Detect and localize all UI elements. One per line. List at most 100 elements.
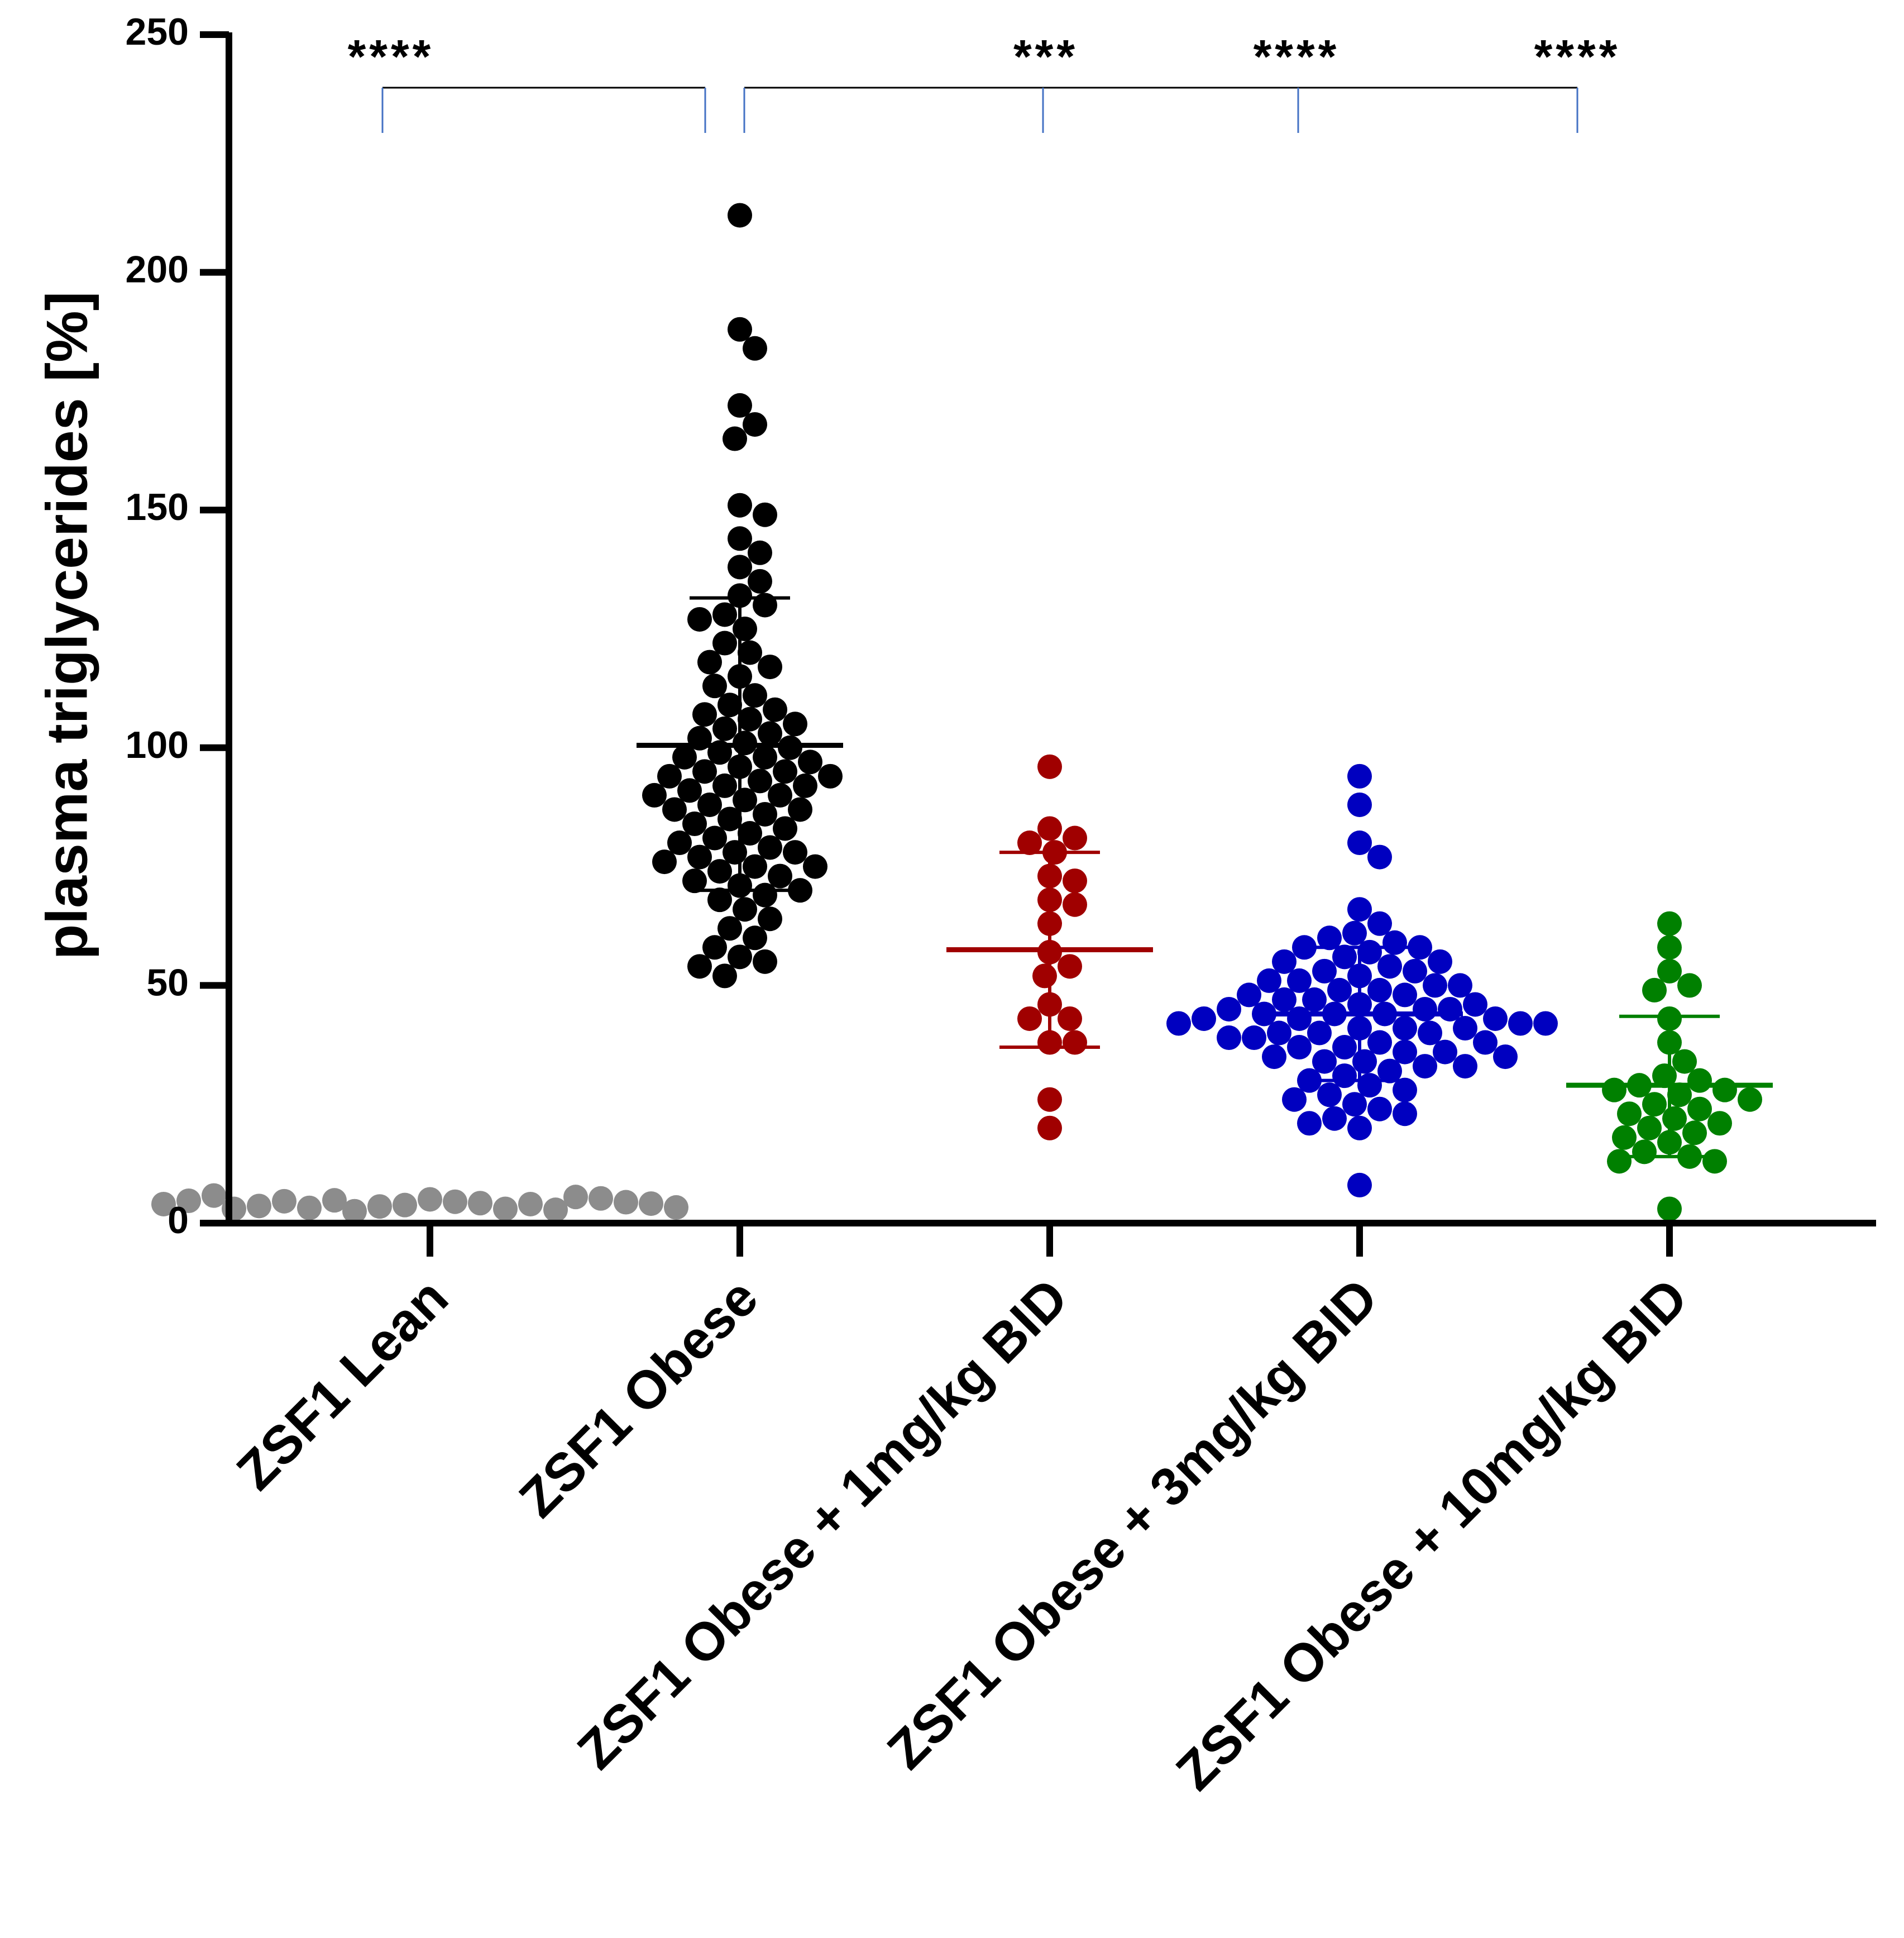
y-tick-label: 100 <box>126 724 189 766</box>
data-point <box>652 849 677 875</box>
data-point <box>1342 1092 1367 1117</box>
data-point <box>1677 973 1702 998</box>
data-point <box>733 617 757 641</box>
data-point <box>1657 1196 1682 1221</box>
data-point <box>738 821 762 846</box>
data-point <box>768 782 792 808</box>
data-point <box>247 1194 271 1219</box>
data-point <box>748 768 772 794</box>
data-point <box>1393 1039 1417 1065</box>
data-point <box>1312 1049 1337 1074</box>
y-axis-label: plasma triglycerides [%] <box>35 292 99 960</box>
data-point <box>1342 920 1367 946</box>
data-point <box>753 744 777 770</box>
data-point <box>758 655 782 680</box>
data-point <box>662 797 687 822</box>
data-points <box>151 203 1762 1224</box>
data-point <box>1428 949 1452 974</box>
data-point <box>1037 1115 1062 1140</box>
data-point <box>1347 830 1372 856</box>
y-tick-label: 250 <box>126 11 189 53</box>
data-point <box>367 1194 392 1219</box>
data-point <box>443 1189 467 1214</box>
data-point <box>272 1188 296 1214</box>
data-point <box>1453 1054 1477 1079</box>
data-point <box>1382 930 1407 955</box>
data-point <box>1707 1111 1732 1136</box>
data-point <box>1282 1087 1307 1112</box>
data-point <box>639 1191 663 1216</box>
data-point <box>692 702 717 727</box>
data-point <box>702 935 727 960</box>
data-point <box>1642 977 1667 1003</box>
data-point <box>518 1191 543 1216</box>
data-point <box>1317 925 1342 951</box>
data-point <box>1063 825 1087 851</box>
data-point <box>1317 1082 1342 1108</box>
data-point <box>1058 954 1082 979</box>
data-point <box>763 697 787 722</box>
data-point <box>1493 1044 1518 1070</box>
data-point <box>418 1187 442 1212</box>
data-point <box>1352 1049 1377 1074</box>
data-point <box>667 830 692 856</box>
data-point <box>697 792 722 817</box>
data-point <box>702 825 727 851</box>
data-point <box>664 1195 688 1220</box>
data-point <box>717 693 742 718</box>
data-point <box>738 640 762 665</box>
data-point <box>793 773 817 798</box>
data-point <box>1302 987 1327 1012</box>
data-point <box>1463 992 1487 1017</box>
data-point <box>738 707 762 732</box>
data-point <box>753 949 777 974</box>
data-point <box>717 916 742 941</box>
data-point <box>798 750 822 775</box>
data-point <box>1367 1096 1392 1121</box>
data-point <box>1738 1087 1762 1112</box>
data-point <box>687 954 712 979</box>
data-point <box>1242 1025 1266 1051</box>
category-label: ZSF1 Obese + 1mg/kg BID <box>566 1267 1079 1781</box>
data-point <box>1642 1092 1667 1117</box>
data-point <box>743 925 767 951</box>
data-point <box>1287 1035 1312 1060</box>
data-point <box>1617 1101 1642 1126</box>
data-point <box>1217 1025 1241 1051</box>
data-point <box>1332 944 1357 970</box>
data-point <box>707 859 732 884</box>
data-point <box>1347 1115 1372 1140</box>
data-point <box>1453 1016 1477 1041</box>
data-point <box>1403 958 1427 984</box>
data-point <box>1272 987 1297 1012</box>
mean-sd-bars <box>637 596 1773 1158</box>
data-point <box>1672 1049 1697 1074</box>
data-point <box>1423 973 1447 998</box>
data-point <box>176 1188 201 1213</box>
data-point <box>342 1199 367 1224</box>
data-point <box>1687 1068 1712 1093</box>
data-point <box>1367 844 1392 870</box>
data-point <box>1257 968 1281 993</box>
significance-label: **** <box>348 30 434 83</box>
data-point <box>297 1195 322 1220</box>
data-point <box>202 1183 226 1208</box>
data-point <box>1377 1058 1402 1083</box>
data-point <box>1413 1054 1437 1079</box>
data-point <box>728 944 752 970</box>
data-point <box>1262 1044 1286 1070</box>
significance-label: **** <box>1534 30 1621 83</box>
data-point <box>712 773 737 798</box>
data-point <box>543 1197 568 1223</box>
data-point <box>743 336 767 361</box>
data-point <box>682 868 707 894</box>
data-point <box>1393 1016 1417 1041</box>
data-point <box>1347 897 1372 922</box>
data-point <box>773 816 797 841</box>
data-point <box>1166 1011 1191 1036</box>
data-point <box>1393 1077 1417 1102</box>
data-point <box>1662 1106 1687 1131</box>
data-point <box>657 763 682 789</box>
data-point <box>818 763 843 789</box>
data-point <box>682 811 707 836</box>
